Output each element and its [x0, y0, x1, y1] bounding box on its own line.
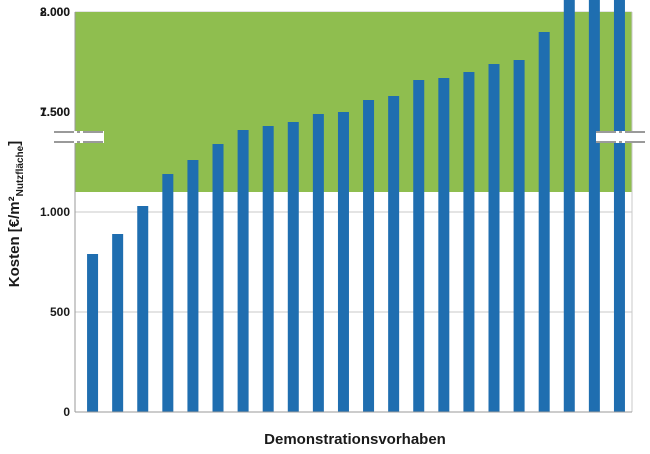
- y-tick-label: 8.000: [40, 5, 70, 19]
- bar: [337, 112, 349, 412]
- bar: [87, 254, 99, 412]
- y-axis-label-close: ]: [6, 141, 23, 146]
- y-tick-label: 1.000: [40, 205, 70, 219]
- x-axis-label: Demonstrationsvorhaben: [264, 431, 446, 448]
- bar: [388, 96, 400, 412]
- y-axis-label-main: Kosten [€/m²: [6, 196, 23, 287]
- bars: [87, 0, 625, 412]
- bar: [438, 78, 450, 412]
- bar: [187, 160, 199, 412]
- y-tick-label: 1.500: [40, 105, 70, 119]
- bar: [613, 0, 625, 412]
- y-tick-label: 0: [63, 405, 70, 419]
- y-axis-label: Kosten [€/m²Nutzfläche]: [6, 141, 26, 287]
- y-axis-label-sub: Nutzfläche: [15, 145, 26, 196]
- y-tick-label: 7.500: [40, 105, 70, 119]
- y-tick-label: 500: [50, 305, 70, 319]
- axis-break-marks: [54, 131, 646, 143]
- bar: [563, 0, 575, 412]
- bar: [463, 72, 475, 412]
- bar: [413, 80, 425, 412]
- bar: [262, 126, 274, 412]
- y-tick-label: 2.000: [40, 5, 70, 19]
- bar: [363, 100, 375, 412]
- bar: [513, 60, 525, 412]
- bar: [137, 206, 149, 412]
- break-gap: [596, 131, 646, 143]
- bar: [312, 114, 324, 412]
- axes: [74, 12, 633, 413]
- bar: [588, 0, 600, 412]
- break-gap: [54, 131, 104, 143]
- bar: [237, 130, 249, 412]
- bar: [162, 174, 174, 412]
- bar: [488, 64, 500, 412]
- bar: [112, 234, 124, 412]
- bar: [212, 144, 224, 412]
- bar: [287, 122, 299, 412]
- bar: [538, 32, 550, 412]
